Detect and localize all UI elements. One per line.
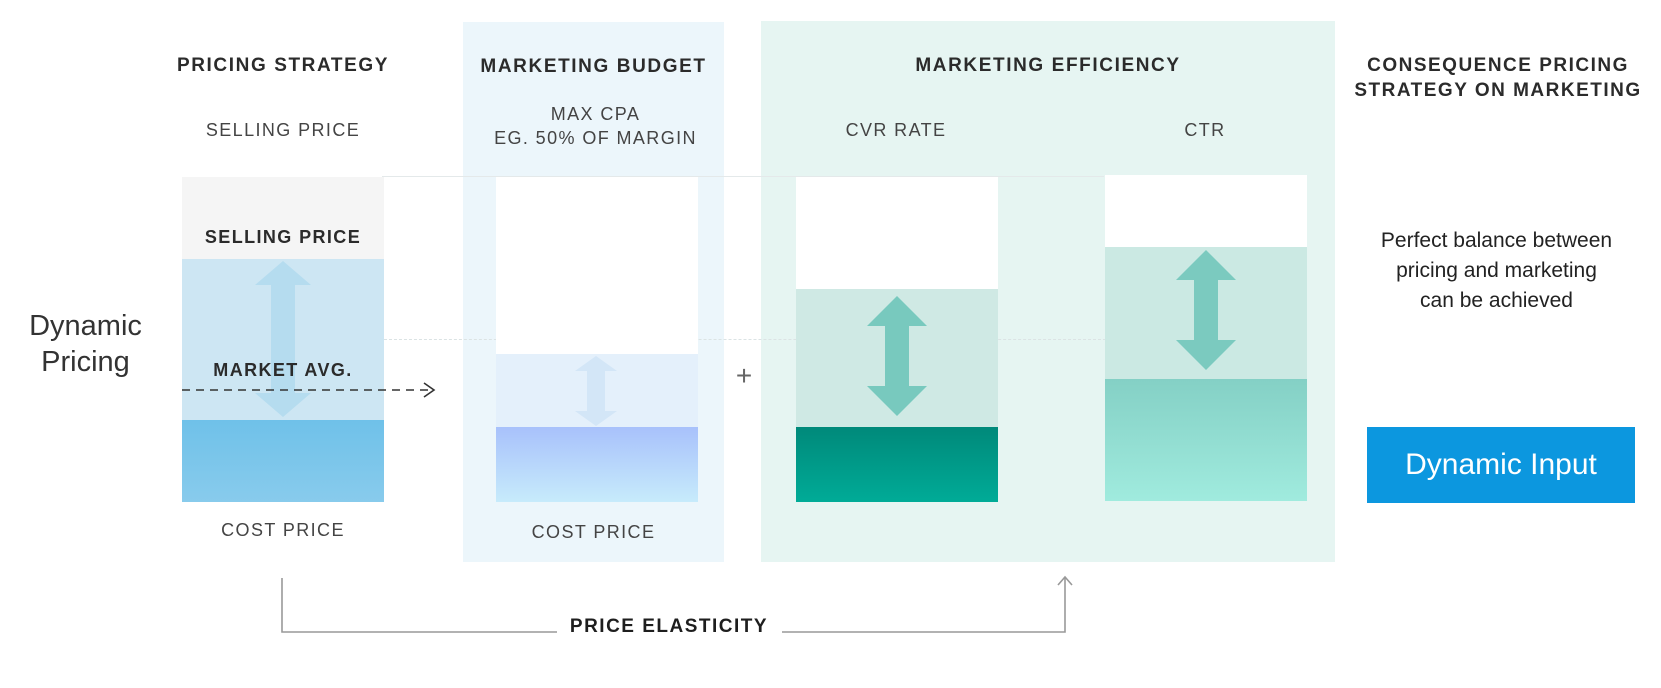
marketing-budget-bar	[496, 177, 698, 502]
ctr-range-arrow-icon	[1176, 250, 1236, 370]
selling-price-segment	[182, 177, 384, 259]
selling-price-subtitle: SELLING PRICE	[205, 120, 361, 140]
top-guide-line	[382, 176, 1104, 177]
selling-price-bar-label: SELLING PRICE	[204, 227, 362, 247]
budget-cost-segment	[496, 427, 698, 502]
dynamic-pricing-line2: Pricing	[41, 346, 130, 378]
cost-price-label-left: COST PRICE	[221, 520, 345, 540]
consequence-title: CONSEQUENCE PRICING STRATEGY ON MARKETIN…	[1340, 53, 1656, 103]
cpa-range-arrow-icon	[575, 356, 617, 426]
marketing-efficiency-title: MARKETING EFFICIENCY	[915, 55, 1181, 76]
max-cpa-subtitle: MAX CPA EG. 50% OF MARGIN	[463, 102, 728, 150]
price-range-arrow-icon	[255, 261, 311, 417]
consequence-title-line2: STRATEGY ON MARKETING	[1354, 80, 1642, 101]
cvr-rate-bar	[796, 177, 998, 502]
marketing-budget-title: MARKETING BUDGET	[480, 56, 707, 77]
consequence-text-line2: pricing and marketing	[1396, 259, 1597, 282]
price-elasticity-label: PRICE ELASTICITY	[569, 616, 769, 637]
ctr-bar	[1105, 175, 1307, 501]
margin-line: EG. 50% OF MARGIN	[494, 128, 697, 148]
consequence-text: Perfect balance between pricing and mark…	[1355, 226, 1638, 316]
max-cpa-line: MAX CPA	[550, 104, 641, 124]
dynamic-input-button[interactable]: Dynamic Input	[1367, 427, 1635, 503]
cvr-rate-subtitle: CVR RATE	[845, 120, 947, 140]
dynamic-pricing-label: Dynamic Pricing	[18, 308, 153, 380]
cvr-range-arrow-icon	[867, 296, 927, 416]
ctr-base-segment	[1105, 379, 1307, 501]
price-elasticity-connector-icon	[281, 575, 1073, 633]
consequence-text-line3: can be achieved	[1420, 289, 1573, 312]
cvr-base-segment	[796, 427, 998, 502]
dynamic-pricing-line1: Dynamic	[29, 310, 142, 342]
reference-dashed-line	[384, 339, 1106, 340]
cost-price-segment	[182, 420, 384, 502]
cost-price-label-budget: COST PRICE	[531, 522, 656, 542]
market-avg-dashed-arrow-icon	[182, 382, 436, 398]
pricing-strategy-title: PRICING STRATEGY	[176, 55, 390, 76]
market-avg-label: MARKET AVG.	[213, 360, 353, 380]
ctr-subtitle: CTR	[1184, 120, 1226, 140]
consequence-text-line1: Perfect balance between	[1380, 229, 1613, 252]
pricing-strategy-bar: SELLING PRICE MARKET AVG.	[182, 177, 384, 502]
consequence-title-line1: CONSEQUENCE PRICING	[1367, 55, 1629, 76]
plus-icon: +	[735, 360, 753, 391]
